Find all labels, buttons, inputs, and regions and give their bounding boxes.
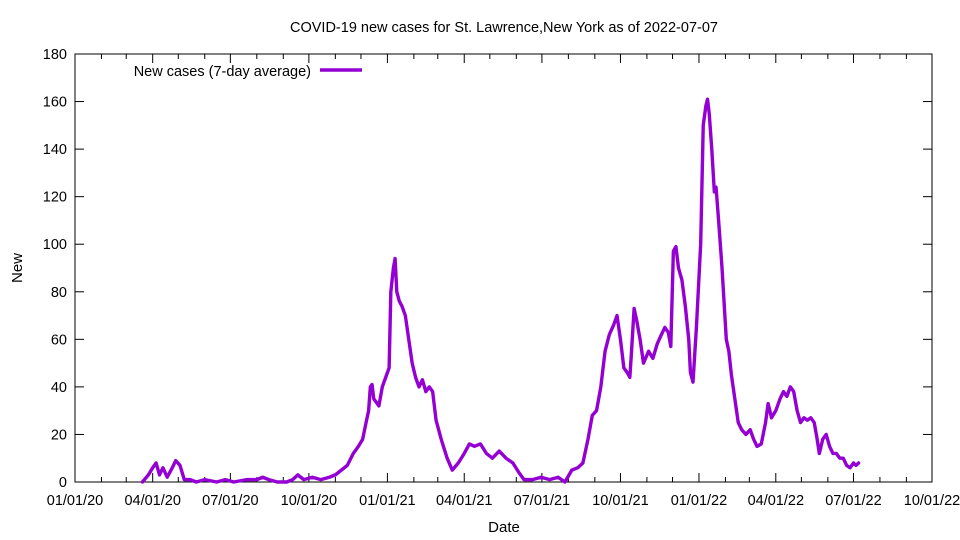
y-tick-label: 80 (51, 285, 67, 301)
x-tick-label: 01/01/22 (671, 493, 727, 509)
y-tick-label: 100 (43, 237, 67, 253)
x-tick-label: 10/01/21 (592, 493, 648, 509)
series-line (140, 97, 861, 484)
x-tick-label: 10/01/20 (281, 493, 337, 509)
y-tick-label: 140 (43, 142, 67, 158)
legend: New cases (7-day average) (134, 64, 362, 80)
x-tick-label: 04/01/21 (436, 493, 492, 509)
y-tick-label: 180 (43, 47, 67, 63)
y-axis-label: New (9, 253, 26, 283)
legend-label: New cases (7-day average) (134, 64, 311, 80)
y-tick-label: 0 (59, 475, 67, 491)
x-tick-label: 07/01/22 (825, 493, 881, 509)
y-tick-label: 120 (43, 190, 67, 206)
x-tick-label: 01/01/21 (359, 493, 415, 509)
x-axis: 01/01/20 04/01/20 07/01/20 10/01/20 01/01/21… (47, 54, 960, 509)
x-tick-label: 01/01/20 (47, 493, 103, 509)
y-tick-label: 20 (51, 427, 67, 443)
x-tick-label: 07/01/21 (514, 493, 570, 509)
x-tick-label: 04/01/20 (124, 493, 180, 509)
y-tick-label: 160 (43, 95, 67, 111)
chart-title: COVID-19 new cases for St. Lawrence,New … (290, 20, 718, 36)
y-tick-label: 60 (51, 332, 67, 348)
x-axis-label: Date (488, 519, 520, 536)
plot-frame (74, 53, 933, 483)
x-tick-label: 10/01/22 (904, 493, 960, 509)
plot-area (74, 53, 933, 483)
x-tick-label: 07/01/20 (202, 493, 258, 509)
x-tick-label: 04/01/22 (748, 493, 804, 509)
y-axis: 0 20 40 60 80 100 120 140 160 180 (43, 47, 932, 491)
y-tick-label: 40 (51, 380, 67, 396)
